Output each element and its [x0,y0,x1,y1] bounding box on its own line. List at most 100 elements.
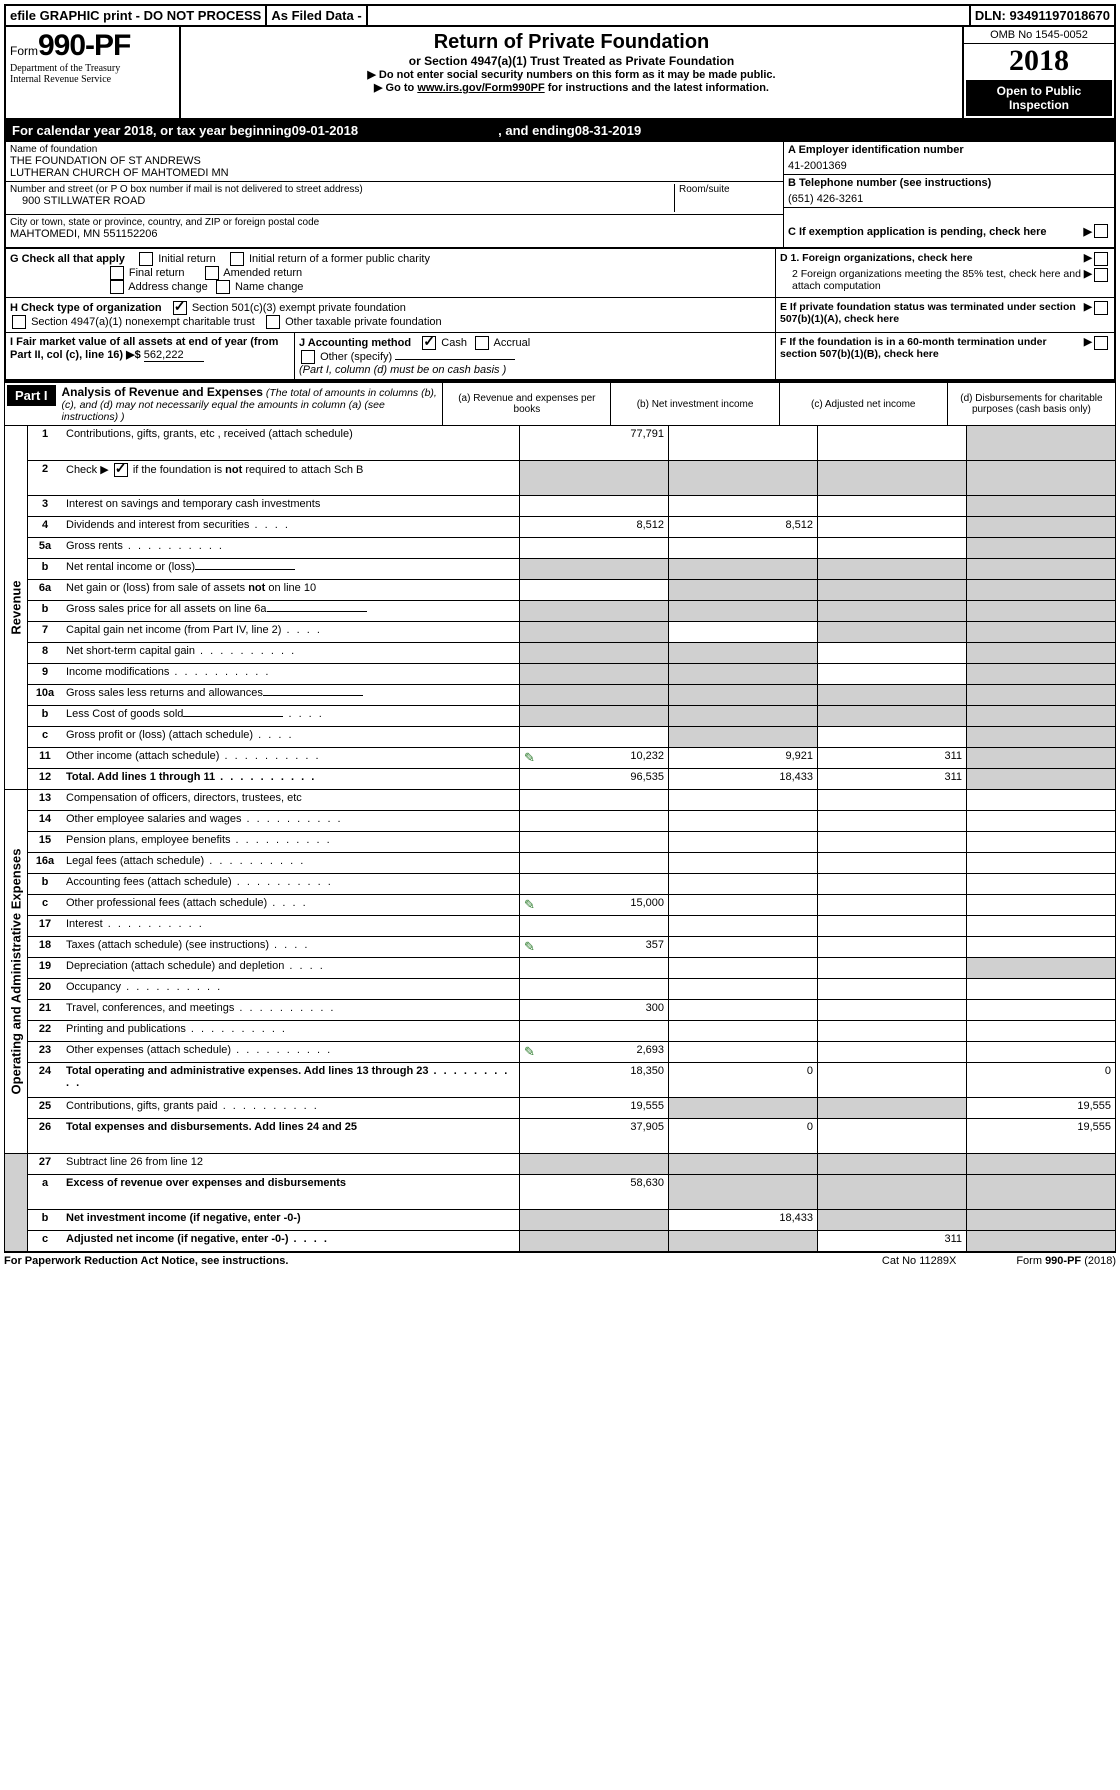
col-d-header: (d) Disbursements for charitable purpose… [947,383,1115,425]
col-b [668,1098,817,1118]
col-a [519,685,668,705]
line-number: b [28,874,62,894]
d2-checkbox[interactable] [1094,268,1108,282]
g-initial-former[interactable] [230,252,244,266]
col-b [668,601,817,621]
col-c [817,426,966,460]
col-b [668,426,817,460]
ein-cell: A Employer identification number 41-2001… [784,142,1114,175]
col-c: 311 [817,769,966,789]
attachment-icon[interactable]: ✎ [524,939,535,954]
col-b [668,790,817,810]
col-d [966,1154,1115,1174]
j-accrual-checkbox[interactable] [475,336,489,350]
col-a-header: (a) Revenue and expenses per books [442,383,610,425]
line-number: 9 [28,664,62,684]
line-number: b [28,601,62,621]
irs-link[interactable]: www.irs.gov/Form990PF [417,82,544,94]
line-label: Income modifications [62,664,519,684]
j-other-checkbox[interactable] [301,350,315,364]
line-label: Other income (attach schedule) [62,748,519,768]
line-number: 17 [28,916,62,936]
g-name-change[interactable] [216,280,230,294]
col-c [817,601,966,621]
j-cash-checkbox[interactable] [422,336,436,350]
col-c [817,559,966,579]
line-label: Net short-term capital gain [62,643,519,663]
line-number: 23 [28,1042,62,1062]
line-label: Other employee salaries and wages [62,811,519,831]
j-accounting: J Accounting method Cash Accrual Other (… [295,333,776,379]
h-other-checkbox[interactable] [266,315,280,329]
col-a [519,706,668,726]
col-b [668,874,817,894]
line-label: Other expenses (attach schedule) [62,1042,519,1062]
col-c [817,1154,966,1174]
col-b [668,1021,817,1041]
i-fmv: I Fair market value of all assets at end… [6,333,295,379]
col-b [668,1000,817,1020]
col-d [966,580,1115,600]
col-a [519,559,668,579]
foundation-name-cell: Name of foundation THE FOUNDATION OF ST … [6,142,783,182]
f-section: F If the foundation is in a 60-month ter… [776,333,1114,379]
g-amended[interactable] [205,266,219,280]
col-d [966,1021,1115,1041]
attachment-icon[interactable]: ✎ [524,1044,535,1059]
col-b: 18,433 [668,769,817,789]
col-d [966,853,1115,873]
line-label: Adjusted net income (if negative, enter … [62,1231,519,1251]
col-d [966,426,1115,460]
line-4: 4Dividends and interest from securities8… [28,517,1115,538]
line-2: 2Check ▶ if the foundation is not requir… [28,461,1115,496]
col-a [519,622,668,642]
col-a: 58,630 [519,1175,668,1209]
header-center: Return of Private Foundation or Section … [181,27,962,118]
e-checkbox[interactable] [1094,301,1108,315]
line-label: Compensation of officers, directors, tru… [62,790,519,810]
line-number: 12 [28,769,62,789]
col-b [668,832,817,852]
city-cell: City or town, state or province, country… [6,215,783,247]
line-label: Legal fees (attach schedule) [62,853,519,873]
col-d [966,727,1115,747]
form-version: Form 990-PF (2018) [1016,1255,1116,1267]
line-22: 22Printing and publications [28,1021,1115,1042]
line-label: Taxes (attach schedule) (see instruction… [62,937,519,957]
col-b [668,853,817,873]
col-c-header: (c) Adjusted net income [779,383,947,425]
line-b: bNet investment income (if negative, ent… [28,1210,1115,1231]
col-c [817,916,966,936]
line-label: Travel, conferences, and meetings [62,1000,519,1020]
col-b: 0 [668,1063,817,1097]
line-label: Contributions, gifts, grants paid [62,1098,519,1118]
col-b [668,496,817,516]
g-final-return[interactable] [110,266,124,280]
h-4947-checkbox[interactable] [12,315,26,329]
g-initial-return[interactable] [139,252,153,266]
col-b: 18,433 [668,1210,817,1230]
col-d [966,790,1115,810]
col-a [519,643,668,663]
expenses-table: Operating and Administrative Expenses 13… [4,790,1116,1154]
attachment-icon[interactable]: ✎ [524,897,535,912]
d1-checkbox[interactable] [1094,252,1108,266]
line-3: 3Interest on savings and temporary cash … [28,496,1115,517]
attachment-icon[interactable]: ✎ [524,750,535,765]
col-c [817,517,966,537]
c-checkbox[interactable] [1094,224,1108,238]
g-address-change[interactable] [110,280,124,294]
h-501c3-checkbox[interactable] [173,301,187,315]
col-b [668,706,817,726]
d-section: D 1. Foreign organizations, check here▶ … [776,249,1114,297]
line-number: 20 [28,979,62,999]
dept-treasury: Department of the Treasury [10,63,175,74]
col-c [817,979,966,999]
f-checkbox[interactable] [1094,336,1108,350]
line-label: Interest [62,916,519,936]
col-d [966,685,1115,705]
col-b [668,958,817,978]
line-number: 13 [28,790,62,810]
col-d [966,916,1115,936]
line-number: c [28,727,62,747]
